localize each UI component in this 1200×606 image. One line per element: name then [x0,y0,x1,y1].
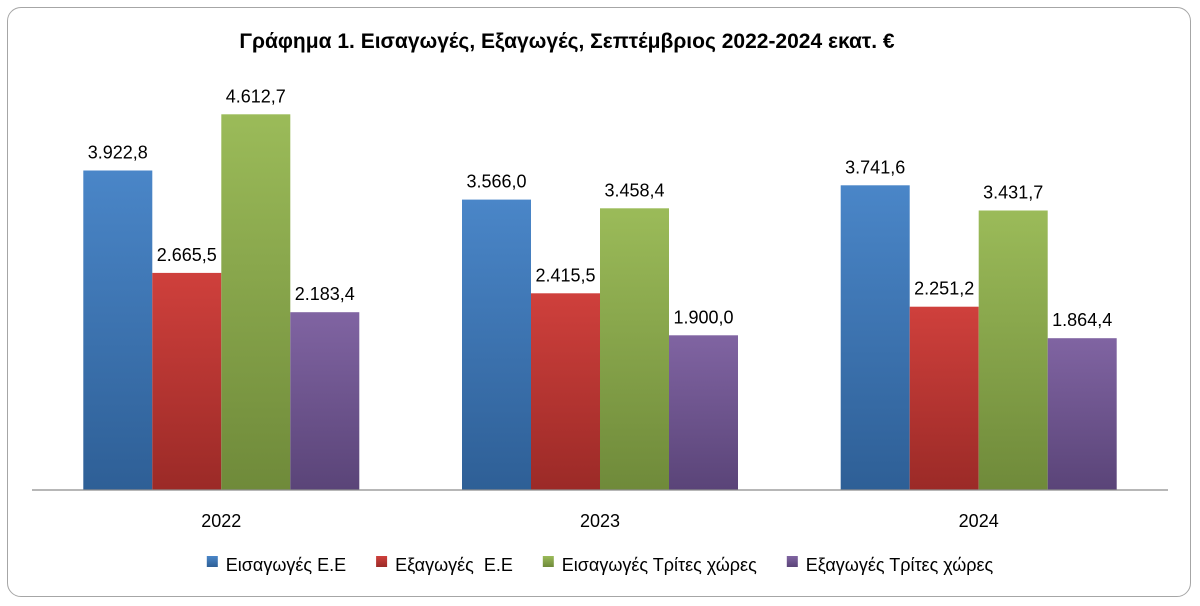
bar-2023-series-1 [462,199,531,490]
data-label-2024-series-3: 3.431,7 [983,183,1043,203]
legend: Εισαγωγές Ε.Ε Εξαγωγές Ε.Ε Εισαγωγές Τρίτε… [206,555,994,575]
bar-2024-series-1 [840,185,910,491]
legend-item-2: Εξαγωγές Ε.Ε [376,555,513,575]
data-label-2022-series-1: 3.922,8 [88,143,148,163]
bar-2024-series-4 [1047,338,1117,490]
bar-2024-series-2 [909,306,979,490]
bar-2022-series-4 [290,312,360,490]
data-label-2024-series-1: 3.741,6 [845,157,905,177]
legend-marker-1 [206,556,218,567]
data-label-2023-series-4: 1.900,0 [673,307,733,327]
legend-label-3: Εισαγωγές Τρίτες χώρες [562,555,757,575]
data-label-2022-series-3: 4.612,7 [226,86,286,106]
x-tick-label-2022: 2022 [201,511,241,531]
bar-2022-series-1 [83,170,153,490]
bar-2024-series-3 [978,210,1048,490]
data-label-2023-series-1: 3.566,0 [466,172,526,192]
x-tick-labels: 2022 2023 2024 [201,511,998,531]
data-label-2024-series-2: 2.251,2 [914,279,974,299]
legend-marker-4 [786,556,798,567]
bar-2022-series-3 [221,114,291,491]
data-label-2023-series-2: 2.415,5 [535,265,595,285]
bar-2023-series-4 [669,335,738,490]
data-label-2022-series-4: 2.183,4 [295,284,355,304]
legend-label-4: Εξαγωγές Τρίτες χώρες [806,555,994,575]
data-label-2022-series-2: 2.665,5 [157,245,217,265]
legend-item-1: Εισαγωγές Ε.Ε [206,555,346,575]
legend-item-3: Εισαγωγές Τρίτες χώρες [542,555,757,575]
legend-marker-2 [376,556,388,567]
legend-label-2: Εξαγωγές Ε.Ε [395,555,513,575]
legend-label-1: Εισαγωγές Ε.Ε [226,555,346,575]
legend-marker-3 [542,556,554,567]
bar-2023-series-3 [600,208,669,491]
data-label-2024-series-4: 1.864,4 [1052,310,1112,330]
bar-2022-series-2 [152,272,222,490]
chart-title: Γράφημα 1. Εισαγωγές, Εξαγωγές, Σεπτέμβρ… [239,30,895,53]
x-tick-label-2024: 2024 [959,511,999,531]
data-label-2023-series-3: 3.458,4 [604,180,664,200]
bars-layer [83,114,1117,491]
bar-2023-series-2 [531,293,600,490]
x-tick-label-2023: 2023 [580,511,620,531]
legend-item-4: Εξαγωγές Τρίτες χώρες [786,555,994,575]
data-labels-layer: 3.922,8 2.665,5 4.612,7 2.183,4 3.566,0 2.415… [88,86,1112,330]
